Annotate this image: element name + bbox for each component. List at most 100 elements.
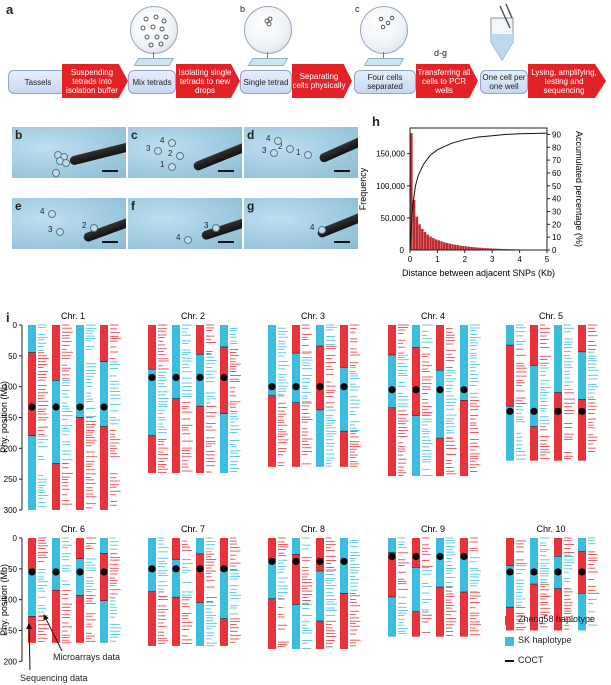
centromere — [340, 557, 348, 566]
centromere — [292, 383, 300, 391]
separated-cell — [184, 236, 192, 244]
sequencing-haplotype-block — [172, 538, 180, 560]
panel-label-i: i — [6, 310, 10, 325]
workflow-step-7: Four cells separated — [354, 70, 416, 94]
sequencing-haplotype-block — [100, 600, 108, 643]
histogram-bar — [432, 238, 435, 250]
chromosome-title: Chr. 4 — [421, 311, 445, 321]
sequencing-haplotype-block — [76, 417, 84, 510]
histogram-bar — [437, 240, 441, 250]
sequencing-haplotype-block — [292, 325, 300, 354]
pcr-tube-icon — [490, 4, 514, 61]
sequencing-haplotype-block — [530, 365, 538, 427]
dish-label-dg: d-g — [434, 48, 448, 58]
separated-cell — [168, 139, 176, 147]
micrograph-b: b — [12, 127, 126, 178]
centromere — [52, 403, 60, 411]
sequencing-haplotype-block — [530, 584, 538, 631]
histogram-bar — [423, 232, 427, 250]
micrograph-label: e — [15, 199, 22, 213]
micrograph-f: f 3 4 — [128, 198, 242, 249]
sequencing-haplotype-block — [76, 558, 84, 596]
centromere — [148, 373, 156, 382]
sequencing-haplotype-block — [196, 406, 204, 473]
haplotype-chromosome-map: 0 50 100 150 200 250 300 Phy. position (Mb) 0 50 1… — [0, 311, 599, 666]
y-tick-label: 300 — [4, 506, 18, 515]
micrograph-label: c — [131, 128, 138, 142]
sequencing-haplotype-block — [100, 362, 108, 427]
micropipette-needle — [192, 142, 242, 172]
x-tick-label: 5 — [545, 255, 550, 264]
sequencing-haplotype-block — [388, 552, 396, 598]
y-tick-label: 200 — [4, 657, 18, 666]
histogram-bar — [481, 247, 484, 250]
sequencing-haplotype-block — [460, 557, 468, 593]
workflow-step-2: Suspending tetrads into isolation buffer — [62, 64, 128, 98]
workflow-step-3: Mix tetrads — [128, 70, 176, 94]
y2-tick-label: 30 — [552, 207, 561, 216]
y-tick-label: 50 — [8, 352, 17, 361]
sequencing-haplotype-block — [530, 426, 538, 461]
histogram-bar — [453, 244, 457, 250]
single-tetrad-icon — [264, 16, 273, 27]
sequencing-haplotype-block — [196, 325, 204, 355]
sequencing-haplotype-block — [388, 597, 396, 637]
cell-number: 2 — [278, 142, 283, 151]
y-axis-label: Phy. position (Mb) — [0, 564, 9, 636]
sequencing-haplotype-block — [412, 612, 420, 637]
histogram-bar — [489, 248, 493, 250]
chromosome-title: Chr. 10 — [536, 524, 565, 534]
sequencing-haplotype-block — [148, 325, 156, 370]
sequencing-haplotype-block — [292, 604, 300, 649]
histogram-bar — [434, 239, 438, 250]
legend-zheng58-label: Zheng58 haplotype — [518, 614, 596, 624]
centromere — [316, 383, 324, 391]
scale-bar — [102, 170, 118, 172]
annotation-microarrays: Microarrays data — [53, 652, 121, 662]
dish-stem — [267, 52, 268, 58]
histogram-bar — [412, 199, 416, 250]
sequencing-haplotype-block — [148, 369, 156, 436]
sequencing-haplotype-block — [292, 554, 300, 605]
scale-bar — [218, 170, 234, 172]
micrograph-label: f — [131, 199, 135, 213]
centromere — [28, 568, 36, 576]
centromere — [28, 403, 36, 411]
sequencing-haplotype-block — [460, 325, 468, 401]
sequencing-haplotype-block — [388, 538, 396, 553]
chromosome-title: Chr. 5 — [539, 311, 563, 321]
centromere — [100, 568, 108, 576]
sequencing-haplotype-block — [28, 569, 36, 617]
sequencing-haplotype-block — [52, 463, 60, 510]
cell-number: 4 — [266, 134, 271, 143]
panel-label-a: a — [6, 2, 14, 17]
tetrad-cell — [62, 159, 70, 167]
dish-four-cells — [360, 6, 408, 54]
cell-number: 3 — [48, 225, 53, 234]
centromere — [506, 568, 514, 576]
centromere — [554, 568, 562, 576]
sequencing-haplotype-block — [554, 538, 562, 557]
chromosome-title: Chr. 1 — [61, 311, 85, 321]
workflow-step-6: Separating cells physically — [292, 64, 352, 98]
histogram-bar — [503, 248, 506, 250]
sequencing-haplotype-block — [28, 325, 36, 353]
histogram-bar — [467, 246, 471, 250]
sequencing-haplotype-block — [340, 325, 348, 368]
y-tick-label: 150,000 — [376, 150, 405, 159]
y-tick-label: 200 — [4, 444, 18, 453]
y-tick-label: 50,000 — [381, 214, 406, 223]
centromere — [460, 386, 468, 394]
x-tick-label: 1 — [435, 255, 440, 264]
sequencing-haplotype-block — [388, 408, 396, 477]
histogram-bar — [440, 241, 443, 250]
histogram-bar — [486, 248, 490, 250]
centromere — [554, 407, 562, 415]
scale-bar — [334, 241, 350, 243]
sequencing-haplotype-block — [340, 538, 348, 594]
y2-tick-label: 70 — [552, 156, 561, 165]
sequencing-haplotype-block — [506, 538, 514, 566]
y2-axis-label: Accumulated percentage (%) — [574, 131, 584, 247]
